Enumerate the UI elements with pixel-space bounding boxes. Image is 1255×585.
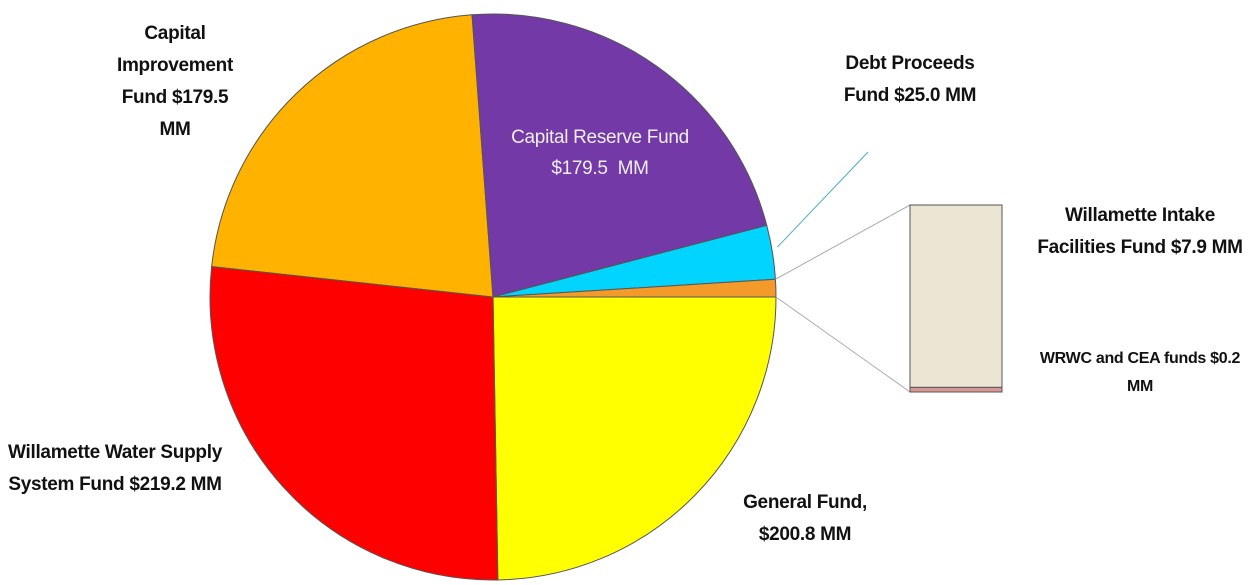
slice-value: $200.8 MM [758, 524, 852, 545]
slice-name: General Fund, [743, 492, 867, 513]
connector [775, 204, 911, 280]
label-capital-improvement: Capital Improvement Fund $179.5 MM [110, 18, 240, 146]
slice-value: $25.0 MM [894, 85, 977, 106]
slice-name: Capital Improvement Fund [116, 23, 233, 108]
label-wrwc: WRWC and CEA funds $0.2 MM [1025, 345, 1255, 401]
slice-name: Willamette Water Supply System Fund [8, 442, 222, 495]
slice-value: $179.5 MM [159, 87, 229, 140]
pie-slice-other [492, 278, 777, 298]
slice-value: $219.2 MM [129, 474, 222, 495]
slice-value: $179.5 MM [551, 158, 649, 179]
label-capital-reserve: Capital Reserve Fund $179.5 MM [470, 122, 730, 184]
connector [775, 296, 911, 393]
bar-value: $7.9 MM [1170, 237, 1243, 258]
label-general: General Fund, $200.8 MM [725, 487, 885, 551]
bar-segment [909, 204, 1003, 388]
label-wwss: Willamette Water Supply System Fund $219… [8, 437, 223, 501]
bar-name: WRWC and CEA funds [1039, 350, 1207, 367]
bar-value: $0.2 MM [1126, 350, 1241, 395]
label-debt-proceeds: Debt Proceeds Fund $25.0 MM [830, 48, 990, 112]
bar-name: Willamette Intake Facilities Fund [1037, 205, 1215, 258]
bar-segment [909, 386, 1003, 393]
slice-name: Debt Proceeds Fund [843, 53, 975, 106]
pie-slice [471, 13, 768, 298]
slice-name: Capital Reserve Fund [511, 127, 689, 148]
pie-slice [209, 265, 499, 581]
label-intake: Willamette Intake Facilities Fund $7.9 M… [1030, 200, 1250, 264]
leader-line [777, 151, 869, 248]
pie-slice [492, 296, 777, 581]
pie-slice [211, 14, 494, 298]
